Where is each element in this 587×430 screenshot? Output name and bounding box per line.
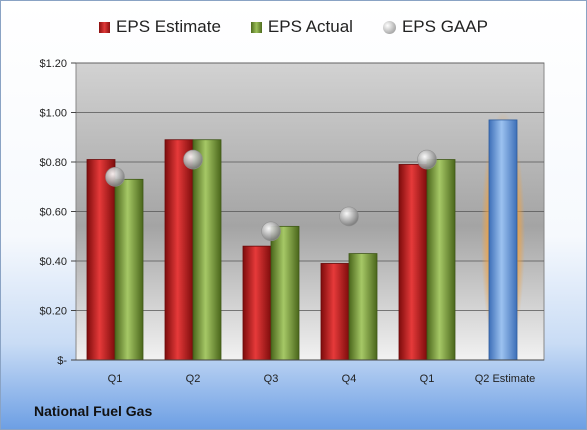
point-eps-gaap: [417, 149, 437, 170]
legend-swatch-actual: [250, 21, 262, 33]
bar-eps-actual: [270, 225, 300, 361]
bar-eps-estimate: [164, 139, 194, 361]
legend-swatch-estimate: [99, 21, 111, 33]
bar-eps-estimate: [242, 245, 272, 361]
legend-label-estimate: EPS Estimate: [116, 17, 221, 36]
x-tick-label: Q2 Estimate: [475, 373, 536, 385]
point-eps-gaap: [339, 206, 359, 227]
y-tick-label: $0.60: [39, 207, 67, 219]
x-tick-label: Q4: [342, 373, 357, 385]
point-eps-gaap: [105, 167, 125, 187]
company-name: National Fuel Gas: [34, 403, 153, 419]
eps-chart: $- $0.20 $0.40 $0.60 $0.80 $1.00 $1.20 Q1 Q2 Q3 Q4…: [39, 58, 545, 385]
bar-eps-estimate-future: [488, 119, 518, 361]
bar-eps-estimate: [86, 159, 116, 361]
bar-eps-actual: [348, 253, 378, 361]
bar-eps-actual: [114, 178, 144, 361]
point-eps-gaap: [183, 149, 203, 170]
bar-eps-estimate: [320, 263, 350, 361]
bar-eps-actual: [192, 139, 222, 361]
legend-swatch-gaap: [382, 20, 396, 34]
y-tick-label: $0.80: [39, 157, 67, 169]
x-tick-label: Q1: [420, 373, 435, 385]
point-eps-gaap: [261, 221, 281, 242]
legend-item-gaap: EPS GAAP: [382, 17, 488, 37]
y-tick-label: $1.00: [39, 108, 67, 120]
bar-eps-actual: [426, 159, 456, 361]
legend-label-gaap: EPS GAAP: [401, 17, 488, 36]
x-tick-label: Q1: [108, 373, 123, 385]
legend-item-actual: EPS Actual: [250, 17, 353, 37]
legend: EPS Estimate EPS Actual EPS GAAP: [1, 17, 586, 37]
x-tick-label: Q2: [186, 373, 201, 385]
x-tick-label: Q3: [264, 373, 279, 385]
legend-item-estimate: EPS Estimate: [99, 17, 221, 37]
y-tick-label: $1.20: [39, 58, 67, 70]
bar-eps-estimate: [398, 164, 428, 361]
legend-label-actual: EPS Actual: [267, 17, 353, 36]
y-tick-label: $0.40: [39, 256, 67, 268]
y-tick-label: $0.20: [39, 306, 67, 318]
y-tick-label: $-: [57, 355, 67, 367]
